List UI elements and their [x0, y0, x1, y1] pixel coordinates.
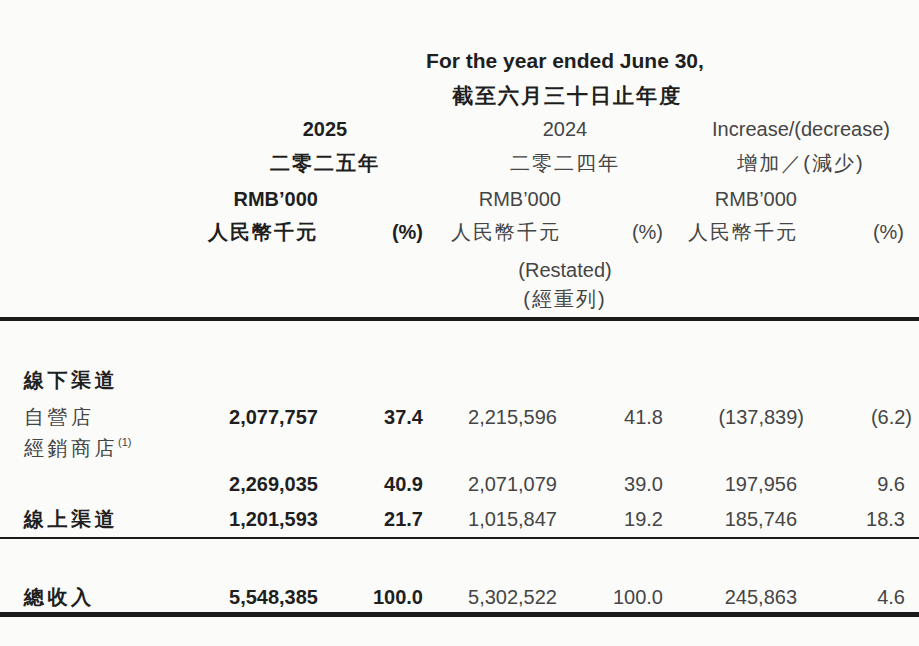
total-2024-pct: 100.0 [613, 587, 663, 607]
col-2024-unit: RMB’000 [479, 189, 561, 209]
online-change-pct: 18.3 [866, 509, 905, 529]
col-2024-year: 2024 [543, 119, 588, 139]
distributor-2024-pct: 39.0 [624, 474, 663, 494]
row-offline-label: 線下渠道 [24, 370, 118, 390]
distributor-2025-value: 2,269,035 [229, 474, 318, 494]
col-2024-unit-zh: 人民幣千元 [451, 222, 561, 242]
col-2024-year-zh: 二零二四年 [510, 153, 620, 173]
online-2024-pct: 19.2 [624, 509, 663, 529]
col-2025-pct: (%) [392, 222, 423, 242]
col-change-label-zh: 增加／(減少) [737, 153, 864, 173]
period-title-en: For the year ended June 30, [426, 50, 704, 71]
total-change-value: 245,863 [725, 587, 797, 607]
col-change-label: Increase/(decrease) [712, 119, 890, 139]
row-self-operated-label: 自營店 [24, 407, 95, 427]
self-operated-2024-pct: 41.8 [624, 407, 663, 427]
distributor-footnote: (1) [118, 436, 131, 448]
self-operated-2025-value: 2,077,757 [229, 407, 318, 427]
online-2024-value: 1,015,847 [468, 509, 557, 529]
period-title-zh: 截至六月三十日止年度 [452, 85, 682, 106]
col-2025-year-zh: 二零二五年 [270, 153, 380, 173]
distributor-label-text: 經銷商店 [24, 437, 118, 459]
col-2025-year: 2025 [303, 119, 348, 139]
total-2025-value: 5,548,385 [229, 587, 318, 607]
total-rule [0, 612, 919, 617]
self-operated-change-value: (137,839) [718, 407, 804, 427]
row-distributor-label: 經銷商店(1) [24, 438, 131, 458]
distributor-change-pct: 9.6 [877, 474, 905, 494]
self-operated-2024-value: 2,215,596 [468, 407, 557, 427]
row-total-label: 總收入 [24, 587, 95, 607]
subtotal-rule [0, 537, 919, 539]
col-change-pct: (%) [873, 222, 904, 242]
col-2025-unit-zh: 人民幣千元 [208, 222, 318, 242]
distributor-2024-value: 2,071,079 [468, 474, 557, 494]
online-change-value: 185,746 [725, 509, 797, 529]
restated-zh: (經重列) [523, 289, 606, 309]
online-2025-pct: 21.7 [384, 509, 423, 529]
distributor-2025-pct: 40.9 [384, 474, 423, 494]
self-operated-change-pct: (6.2) [871, 407, 912, 427]
row-online-label: 線上渠道 [24, 509, 118, 529]
restated-en: (Restated) [518, 260, 611, 280]
col-2024-pct: (%) [632, 222, 663, 242]
col-change-unit-zh: 人民幣千元 [688, 222, 798, 242]
total-2024-value: 5,302,522 [468, 587, 557, 607]
header-rule [0, 317, 919, 321]
online-2025-value: 1,201,593 [229, 509, 318, 529]
col-change-unit: RMB’000 [715, 189, 797, 209]
total-2025-pct: 100.0 [373, 587, 423, 607]
distributor-change-value: 197,956 [725, 474, 797, 494]
total-change-pct: 4.6 [877, 587, 905, 607]
self-operated-2025-pct: 37.4 [384, 407, 423, 427]
col-2025-unit: RMB’000 [234, 189, 318, 209]
